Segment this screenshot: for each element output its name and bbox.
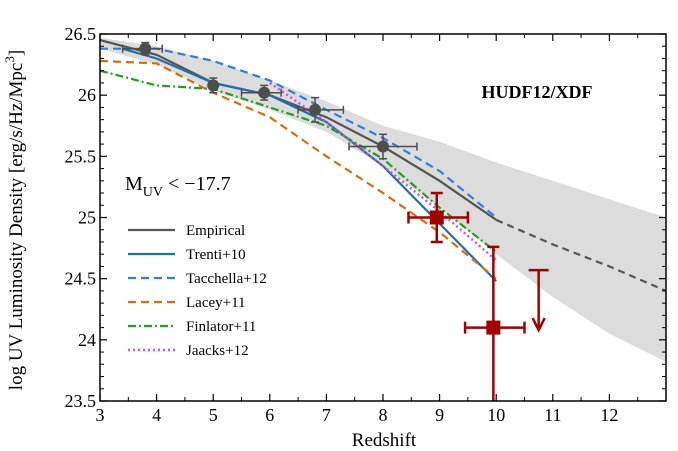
confidence-band: [100, 37, 666, 362]
x-tick-label-0: 3: [96, 405, 105, 425]
empirical-point-1: [207, 79, 220, 92]
x-tick-label-2: 5: [209, 405, 218, 425]
upper-limit-arrowhead: [531, 317, 546, 333]
series-line-5: [100, 69, 497, 253]
series-line-1: [495, 218, 666, 292]
x-tick-label-3: 6: [265, 405, 274, 425]
labels-layer: HUDF12/XDF MUV < −17.7 Redshift log UV L…: [2, 50, 593, 451]
legend-label-0: Empirical: [186, 223, 245, 239]
y-tick-label-0: 23.5: [65, 391, 97, 411]
series-line-3: [100, 47, 497, 219]
data-points-layer: [121, 41, 549, 401]
series-line-4: [100, 59, 497, 280]
y-axis-title: log UV Luminosity Density [erg/s/Hz/Mpc3…: [2, 50, 27, 390]
x-tick-label-7: 10: [487, 405, 505, 425]
x-tick-label-9: 12: [600, 405, 618, 425]
legend-label-3: Lacey+11: [186, 295, 246, 311]
empirical-point-4: [377, 140, 389, 153]
empirical-point-0: [139, 42, 152, 55]
x-axis-title: Redshift: [352, 430, 417, 451]
y-tick-label-1: 24: [78, 330, 96, 350]
x-tick-label-5: 8: [379, 405, 388, 425]
hudf-point-0: [429, 210, 444, 225]
y-tick-label-2: 24.5: [65, 269, 97, 289]
y-tick-label-6: 26.5: [65, 24, 97, 44]
legend-label-5: Jaacks+12: [186, 343, 249, 359]
y-tick-label-5: 26: [78, 85, 96, 105]
y-tick-label-3: 25: [78, 208, 96, 228]
axes-layer: 3 4 5 6 7 8 9 10 11 12 23.5 24 24.5 25 25.5 26 26.5: [65, 24, 667, 425]
legend: Empirical Trenti+10 Tacchella+12 Lacey+11 Fi…: [128, 223, 267, 359]
x-tick-label-4: 7: [322, 405, 331, 425]
x-tick-label-6: 9: [435, 405, 444, 425]
y-tick-label-4: 25.5: [65, 146, 97, 166]
chart-annotation: HUDF12/XDF: [482, 82, 593, 102]
x-tick-label-1: 4: [152, 405, 161, 425]
hudf-point-1: [486, 320, 501, 335]
legend-label-2: Tacchella+12: [186, 271, 267, 287]
muv-cut-label: MUV < −17.7: [125, 173, 231, 200]
series-line-6: [269, 81, 498, 262]
legend-label-1: Trenti+10: [186, 247, 246, 263]
confidence-band-layer: [100, 37, 666, 362]
legend-label-4: Finlator+11: [186, 319, 256, 335]
empirical-point-2: [258, 86, 271, 99]
empirical-point-3: [309, 103, 322, 116]
x-tick-label-8: 11: [544, 405, 561, 425]
